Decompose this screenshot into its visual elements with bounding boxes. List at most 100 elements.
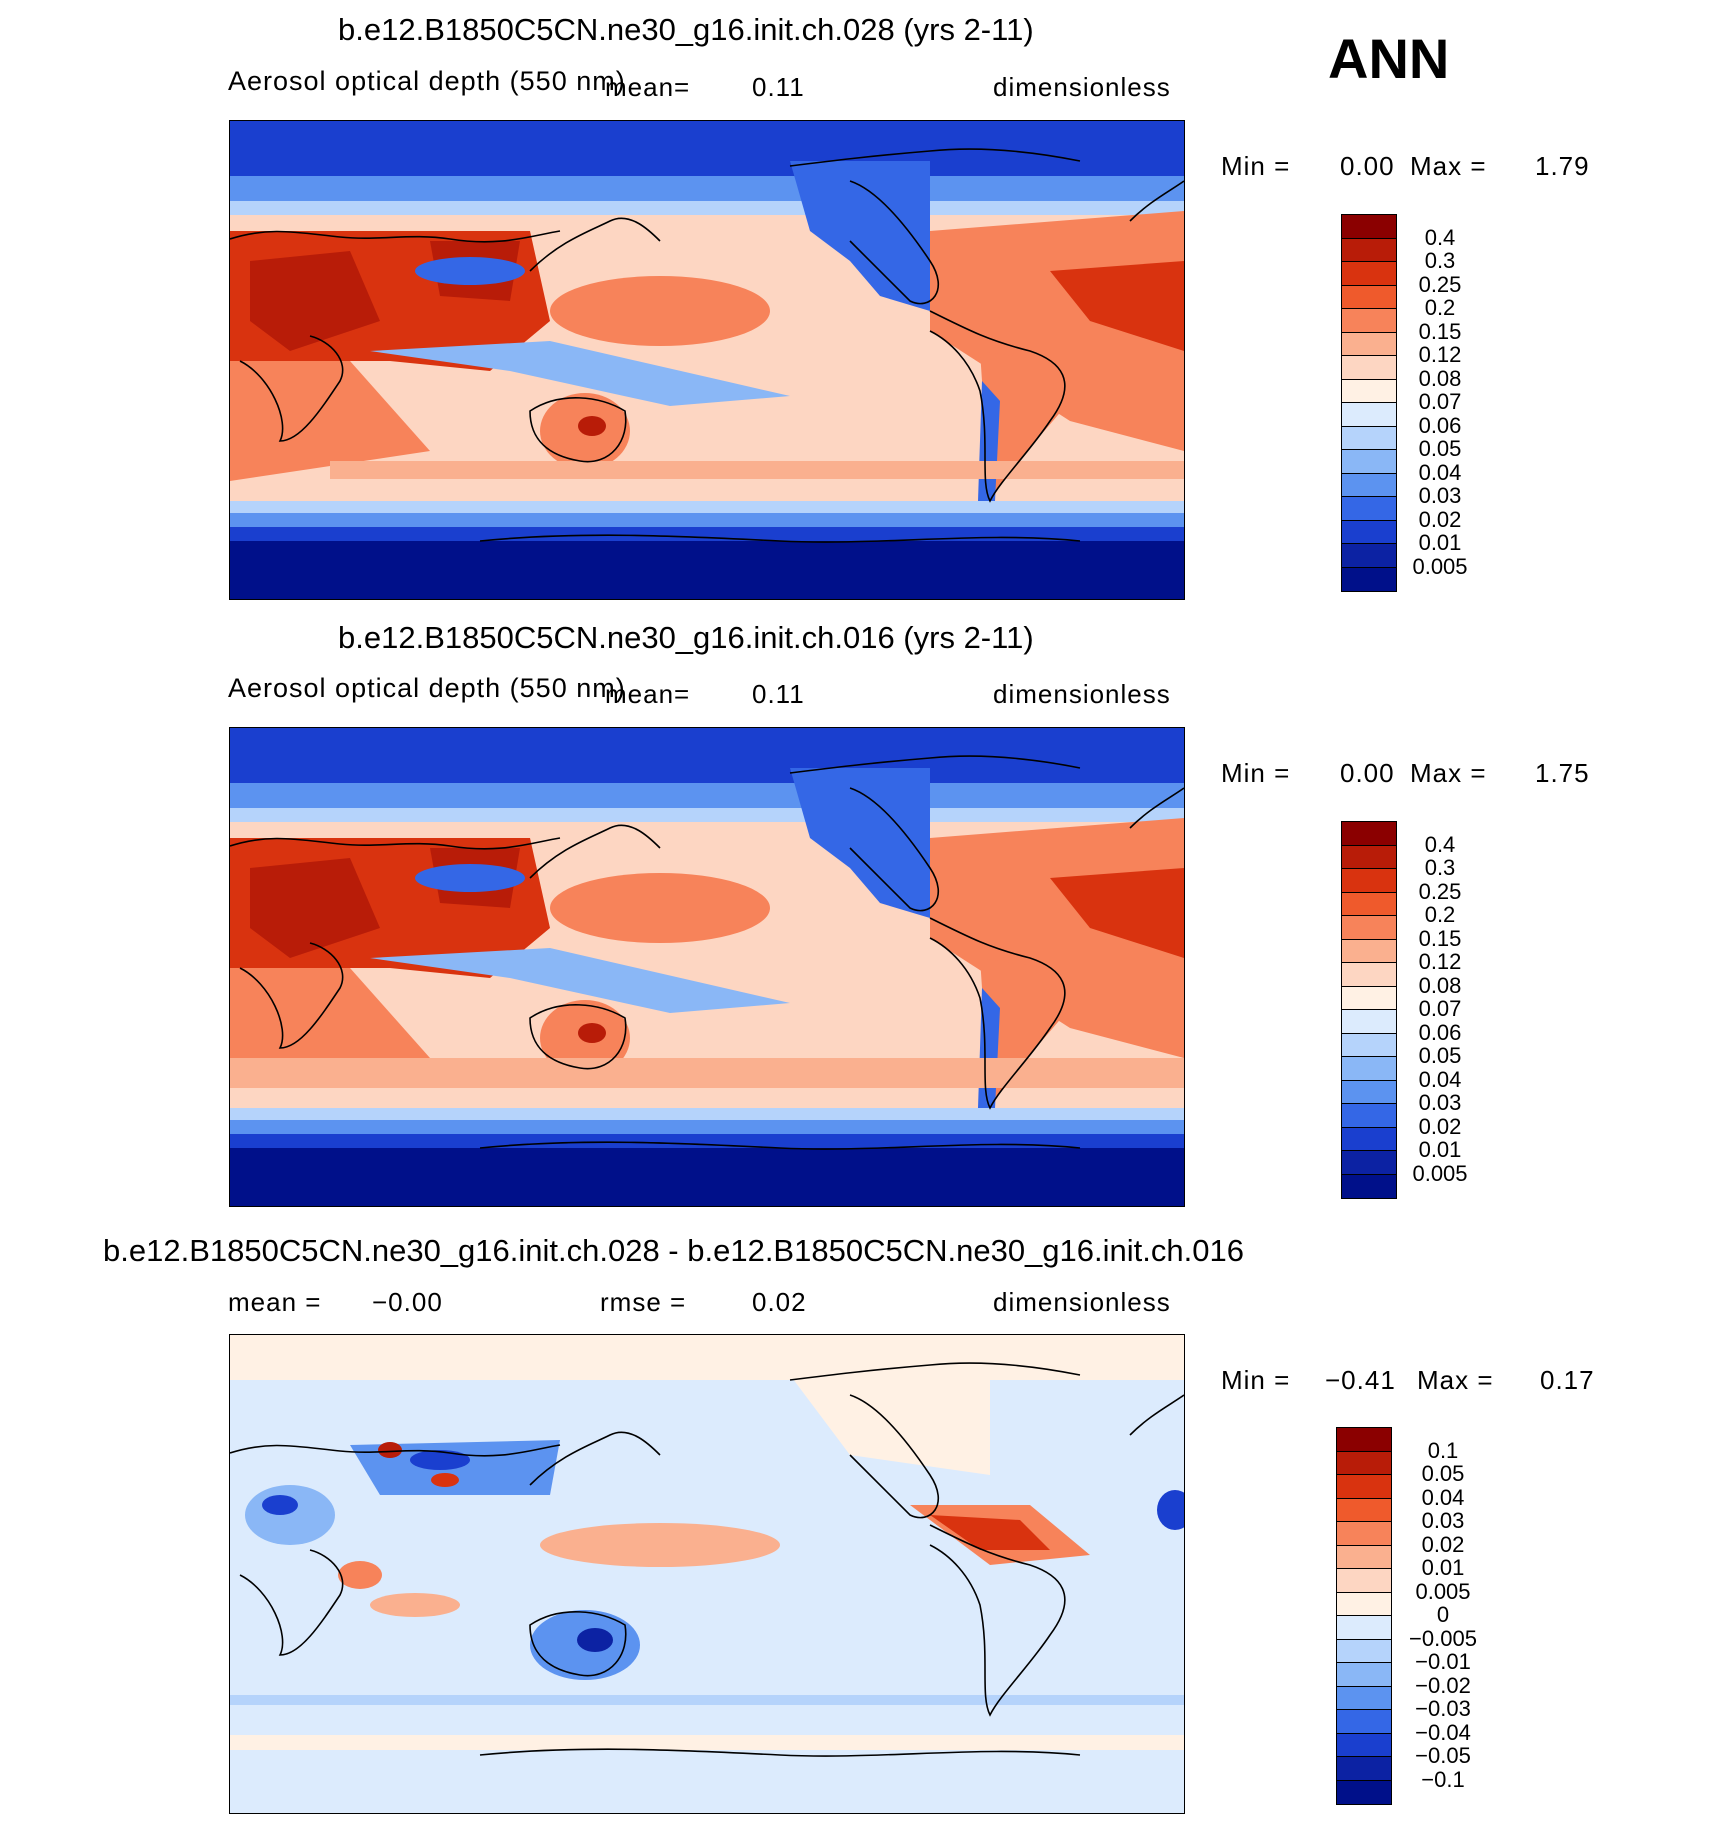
panel-2-max-label: Max = [1410, 758, 1487, 788]
colorbar-swatch [1337, 1639, 1391, 1663]
colorbar-tick-label: 0.05 [1421, 1461, 1465, 1486]
colorbar-swatch [1342, 332, 1396, 356]
colorbar-tick-label: 0.2 [1424, 295, 1456, 320]
colorbar-swatch [1342, 356, 1396, 380]
colorbar-tick-label: 0.07 [1418, 996, 1462, 1021]
colorbar-swatch [1337, 1569, 1391, 1593]
colorbar-swatch [1342, 450, 1396, 474]
colorbar-tick-label: 0.1 [1427, 1437, 1459, 1463]
colorbar-tick-label: 0.02 [1421, 1531, 1465, 1557]
colorbar-tick-label: 0.02 [1418, 1113, 1462, 1139]
colorbar-swatch [1342, 845, 1396, 869]
panel-2-title: b.e12.B1850C5CN.ne30_g16.init.ch.016 (yr… [338, 620, 1034, 655]
colorbar-tick-label: −0.01 [1415, 1649, 1471, 1674]
colorbar-swatch [1342, 1127, 1396, 1151]
colorbar-swatch [1342, 497, 1396, 521]
colorbar-tick-label: 0.03 [1421, 1508, 1465, 1533]
panel-3-title: b.e12.B1850C5CN.ne30_g16.init.ch.028 - b… [103, 1233, 1244, 1268]
colorbar-swatch [1337, 1616, 1391, 1640]
panel-1-title: b.e12.B1850C5CN.ne30_g16.init.ch.028 (yr… [338, 12, 1034, 47]
colorbar-tick-label: 0.03 [1418, 483, 1462, 508]
colorbar-tick-label: −0.02 [1415, 1672, 1471, 1698]
colorbar-swatch [1342, 822, 1396, 846]
colorbar-swatch [1342, 869, 1396, 893]
colorbar-swatch [1342, 939, 1396, 963]
panel-2-units: dimensionless [993, 679, 1171, 709]
panel-1-max-label: Max = [1410, 151, 1487, 181]
colorbar-tick-label: 0.12 [1418, 342, 1462, 367]
panel-3-mean-value: −0.00 [372, 1287, 443, 1317]
colorbar-swatch [1337, 1545, 1391, 1569]
colorbar-swatch [1337, 1451, 1391, 1475]
colorbar-tick-label: 0.4 [1424, 831, 1456, 857]
colorbar-tick-label: 0 [1436, 1602, 1450, 1627]
colorbar-swatch [1342, 426, 1396, 450]
colorbar-tick-label: 0.02 [1418, 506, 1462, 532]
colorbar-swatch [1342, 963, 1396, 987]
colorbar-tick-label: 0.005 [1415, 1578, 1471, 1604]
colorbar-tick-label: 0.2 [1424, 902, 1456, 927]
panel-1-map [229, 120, 1185, 600]
panel-2-min-value: 0.00 [1340, 758, 1395, 788]
colorbar-tick-label: 0.25 [1418, 878, 1462, 904]
colorbar-tick-label: 0.04 [1421, 1484, 1465, 1510]
panel-1-mean-value: 0.11 [752, 72, 805, 102]
colorbar-swatch [1337, 1710, 1391, 1734]
panel-3-units: dimensionless [993, 1287, 1171, 1317]
colorbar-tick-label: 0.25 [1418, 271, 1462, 297]
panel-3-max-label: Max = [1417, 1365, 1494, 1395]
colorbar-swatch [1342, 262, 1396, 286]
panel-2-max-value: 1.75 [1535, 758, 1590, 788]
panel-2-mean-label: mean= [605, 679, 691, 709]
panel-1-variable-label: Aerosol optical depth (550 nm) [228, 66, 626, 96]
colorbar-swatch [1342, 520, 1396, 544]
panel-1-colorbar [1341, 214, 1397, 592]
colorbar-tick-label: 0.12 [1418, 949, 1462, 974]
colorbar-swatch [1342, 1151, 1396, 1175]
colorbar-swatch [1342, 567, 1396, 591]
panel-3-map [229, 1334, 1185, 1814]
colorbar-swatch [1337, 1686, 1391, 1710]
colorbar-swatch [1342, 403, 1396, 427]
colorbar-tick-label: 0.06 [1418, 412, 1462, 438]
colorbar-swatch [1342, 986, 1396, 1010]
colorbar-tick-label: 0.04 [1418, 459, 1462, 485]
panel-2-min-label: Min = [1221, 758, 1291, 788]
panel-2-map [229, 727, 1185, 1207]
colorbar-swatch [1342, 473, 1396, 497]
colorbar-tick-label: 0.3 [1424, 248, 1456, 273]
colorbar-swatch [1337, 1663, 1391, 1687]
panel-3-mean-label: mean = [228, 1287, 322, 1317]
colorbar-tick-label: 0.04 [1418, 1066, 1462, 1092]
panel-1-min-label: Min = [1221, 151, 1291, 181]
colorbar-tick-label: 0.05 [1418, 436, 1462, 461]
colorbar-swatch [1342, 215, 1396, 239]
colorbar-tick-label: 0.005 [1412, 553, 1468, 579]
colorbar-tick-label: 0.01 [1418, 530, 1462, 555]
colorbar-tick-label: 0.01 [1418, 1137, 1462, 1162]
colorbar-tick-label: 0.3 [1424, 855, 1456, 880]
colorbar-swatch [1342, 238, 1396, 262]
panel-2-variable-label: Aerosol optical depth (550 nm) [228, 673, 626, 703]
panel-3-rmse-label: rmse = [600, 1287, 687, 1317]
panel-3-min-label: Min = [1221, 1365, 1291, 1395]
colorbar-swatch [1337, 1757, 1391, 1781]
colorbar-tick-label: −0.1 [1421, 1766, 1465, 1792]
colorbar-swatch [1342, 916, 1396, 940]
panel-3-rmse-value: 0.02 [752, 1287, 807, 1317]
colorbar-tick-label: 0.01 [1421, 1555, 1465, 1580]
season-label: ANN [1328, 27, 1450, 90]
panel-3-min-value: −0.41 [1325, 1365, 1396, 1395]
colorbar-tick-label: −0.03 [1415, 1696, 1471, 1721]
colorbar-swatch [1337, 1522, 1391, 1546]
colorbar-swatch [1342, 892, 1396, 916]
colorbar-tick-label: 0.06 [1418, 1019, 1462, 1045]
colorbar-tick-label: 0.15 [1418, 318, 1462, 344]
colorbar-tick-label: 0.07 [1418, 389, 1462, 414]
panel-2-colorbar-labels: 0.4 0.3 0.25 0.2 0.15 0.12 0.08 0.07 0.06 0.05 0.0… [1400, 821, 1480, 1197]
panel-1-mean-label: mean= [605, 72, 691, 102]
colorbar-tick-label: 0.08 [1418, 972, 1462, 998]
panel-3-max-value: 0.17 [1540, 1365, 1595, 1395]
colorbar-swatch [1337, 1498, 1391, 1522]
panel-2-mean-value: 0.11 [752, 679, 805, 709]
